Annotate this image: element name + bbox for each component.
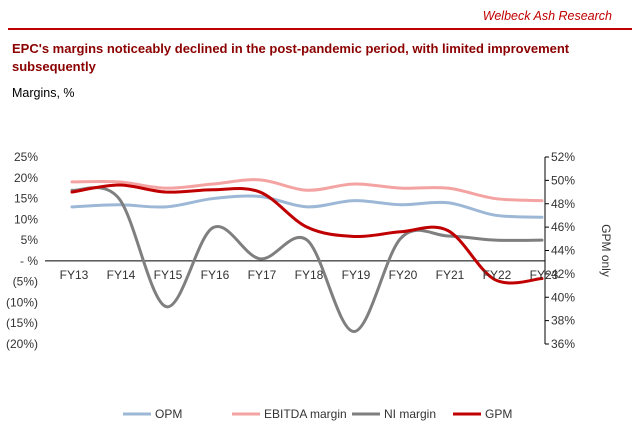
category-label: FY20 bbox=[389, 268, 418, 282]
right-tick-label: 44% bbox=[551, 244, 575, 258]
right-tick-label: 48% bbox=[551, 197, 575, 211]
category-label: FY21 bbox=[436, 268, 465, 282]
left-tick-label: - % bbox=[20, 254, 38, 268]
left-tick-label: 20% bbox=[14, 171, 38, 185]
right-tick-label: 38% bbox=[551, 314, 575, 328]
left-tick-label: 15% bbox=[14, 192, 38, 206]
series-line-ni-margin bbox=[70, 186, 544, 334]
category-label: FY17 bbox=[248, 268, 277, 282]
category-label: FY22 bbox=[483, 268, 512, 282]
left-tick-label: (15%) bbox=[6, 316, 38, 330]
category-label: FY19 bbox=[342, 268, 371, 282]
left-tick-label: (5%) bbox=[13, 275, 38, 289]
legend-label-gpm: GPM bbox=[485, 407, 512, 421]
chart-title: EPC's margins noticeably declined in the… bbox=[12, 41, 570, 74]
chart-subtitle: Margins, % bbox=[12, 86, 75, 100]
legend-label-ni-margin: NI margin bbox=[384, 407, 436, 421]
right-tick-label: 36% bbox=[551, 337, 575, 351]
category-axis: FY13 FY14 FY15 FY16 FY17 FY18 FY19 FY20 FY21 FY22… bbox=[60, 268, 559, 282]
right-tick-label: 46% bbox=[551, 220, 575, 234]
category-label: FY18 bbox=[295, 268, 324, 282]
legend-label-ebitda-margin: EBITDA margin bbox=[264, 407, 347, 421]
series-line-gpm bbox=[70, 183, 544, 285]
legend-label-opm: OPM bbox=[155, 407, 182, 421]
left-tick-label: 25% bbox=[14, 150, 38, 164]
right-tick-label: 40% bbox=[551, 290, 575, 304]
category-label: FY13 bbox=[60, 268, 89, 282]
category-label: FY23 bbox=[530, 268, 559, 282]
category-label: FY15 bbox=[154, 268, 183, 282]
left-tick-label: 10% bbox=[14, 212, 38, 226]
right-tick-label: 42% bbox=[551, 267, 575, 281]
legend: OPM EBITDA margin NI margin GPM bbox=[123, 407, 512, 421]
left-tick-label: (20%) bbox=[6, 337, 38, 351]
right-tick-label: 50% bbox=[551, 173, 575, 187]
series-lines bbox=[70, 178, 544, 334]
category-label: FY14 bbox=[107, 268, 136, 282]
series-line-opm bbox=[70, 194, 544, 219]
series-line-ebitda-margin bbox=[70, 178, 544, 203]
header-rule bbox=[8, 28, 632, 30]
brand-label: Welbeck Ash Research bbox=[482, 9, 612, 23]
left-tick-label: (10%) bbox=[6, 295, 38, 309]
right-axis-label: GPM only bbox=[599, 224, 613, 277]
category-label: FY16 bbox=[201, 268, 230, 282]
left-tick-label: 5% bbox=[21, 233, 39, 247]
left-axis: (20%) (15%) (10%) (5%) - % 5% 10% 15% 20% 25% bbox=[6, 150, 38, 351]
right-axis: 36% 38% 40% 42% 44% 46% 48% 50% 52% bbox=[544, 150, 575, 351]
right-tick-label: 52% bbox=[551, 150, 575, 164]
right-axis-title: GPM only bbox=[599, 224, 613, 277]
